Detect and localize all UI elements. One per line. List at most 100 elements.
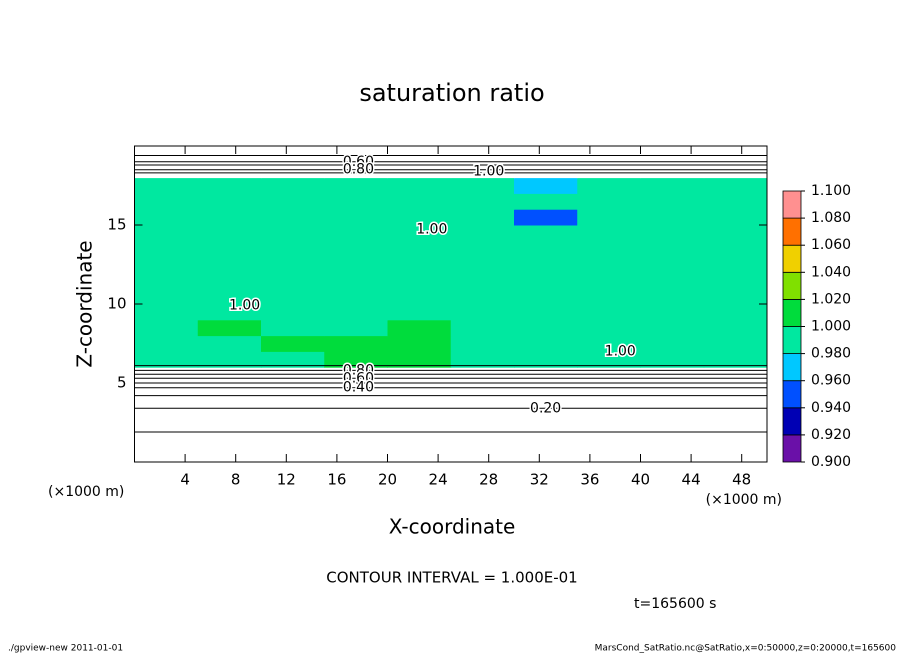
field-cell (514, 240, 578, 258)
field-cell (387, 446, 452, 463)
colorbar-swatch (782, 434, 802, 463)
field-cell (577, 367, 641, 384)
field-cell (640, 193, 705, 210)
field-cell (577, 193, 641, 210)
contour-label: 0.60 (343, 370, 374, 386)
colorbar-label: 0.960 (811, 373, 851, 389)
field-cell (577, 414, 641, 431)
contour-label: 1.00 (605, 343, 636, 359)
contour-label: 0.80 (343, 162, 374, 178)
field-cell (324, 225, 388, 242)
field-cell (450, 146, 515, 163)
field-cell (703, 446, 768, 463)
field-cell (577, 304, 641, 321)
colorbar-swatch (782, 190, 802, 219)
colorbar-swatch (782, 244, 802, 273)
field-cell (450, 335, 515, 352)
field-cell (703, 430, 768, 447)
field-cell (134, 398, 199, 416)
field-cell (387, 240, 452, 258)
field-cell (577, 177, 641, 194)
field-cell (387, 225, 452, 242)
field-cell (197, 398, 262, 416)
field-cell (450, 272, 515, 289)
field-cell (703, 225, 768, 242)
field-cell (324, 304, 388, 321)
field-cell (450, 383, 515, 400)
field-cell (134, 335, 199, 352)
field-cell (640, 414, 705, 431)
chart-title: saturation ratio (359, 79, 544, 107)
field-cell (703, 351, 768, 368)
colorbar-label: 1.060 (811, 237, 851, 253)
field-cell (261, 288, 325, 305)
field-cell (450, 430, 515, 447)
field-cell (450, 414, 515, 431)
field-cell (197, 304, 262, 321)
field-cell (514, 288, 578, 305)
field-cell (703, 177, 768, 194)
contour-interval: CONTOUR INTERVAL = 1.000E-01 (326, 569, 577, 587)
field-cell (387, 272, 452, 289)
contour-label: 1.00 (473, 163, 504, 179)
field-cell (324, 335, 388, 352)
field-cell (703, 304, 768, 321)
field-cell (387, 430, 452, 447)
field-cell (450, 351, 515, 368)
field-cell (197, 225, 262, 242)
field-cell (261, 383, 325, 400)
colorbar-swatch (782, 353, 802, 382)
field-cell (261, 430, 325, 447)
field-cell (577, 335, 641, 352)
colorbar-label: 0.920 (811, 427, 851, 443)
field-cell (703, 398, 768, 416)
field-cell (197, 146, 262, 163)
field-cell (134, 367, 199, 384)
field-cell (640, 240, 705, 258)
colorbar-swatch (782, 298, 802, 327)
contour-label: 0.60 (343, 154, 374, 170)
x-tick-label: 16 (327, 471, 346, 489)
field-cell (387, 193, 452, 210)
field-cell (640, 304, 705, 321)
field-cell (450, 225, 515, 242)
field-cell (640, 209, 705, 226)
contour-label: 0.40 (343, 380, 374, 396)
colorbar-label: 1.000 (811, 319, 851, 335)
field-cell (577, 446, 641, 463)
field-cell (261, 272, 325, 289)
field-cell (387, 398, 452, 416)
field-cell (261, 177, 325, 194)
field-cell (324, 146, 388, 163)
field-cell (387, 256, 452, 273)
x-tick-label: 20 (378, 471, 397, 489)
field-cell (450, 177, 515, 194)
field-cell (134, 225, 199, 242)
field-cell (577, 240, 641, 258)
field-cell (197, 430, 262, 447)
contour-label: 0.80 (343, 362, 374, 378)
field-cell (197, 351, 262, 368)
field-cell (450, 256, 515, 273)
field-cell (261, 335, 325, 352)
field-cell (197, 177, 262, 194)
field-cell (387, 414, 452, 431)
field-cell (514, 367, 578, 384)
field-cell (450, 367, 515, 384)
field-cell (514, 414, 578, 431)
colorbar-swatch (782, 217, 802, 246)
field-cell (640, 177, 705, 194)
field-cell (197, 319, 262, 337)
y-tick-label: 15 (107, 216, 126, 234)
field-cell (134, 193, 199, 210)
field-cell (577, 288, 641, 305)
contour-label: 0.20 (530, 400, 561, 416)
field-cell (703, 240, 768, 258)
colorbar-label: 1.040 (811, 264, 851, 280)
field-cell (640, 335, 705, 352)
field-cell (261, 256, 325, 273)
field-cell (703, 335, 768, 352)
field-cell (577, 351, 641, 368)
field-cell (640, 319, 705, 337)
colorbar-label: 1.020 (811, 291, 851, 307)
